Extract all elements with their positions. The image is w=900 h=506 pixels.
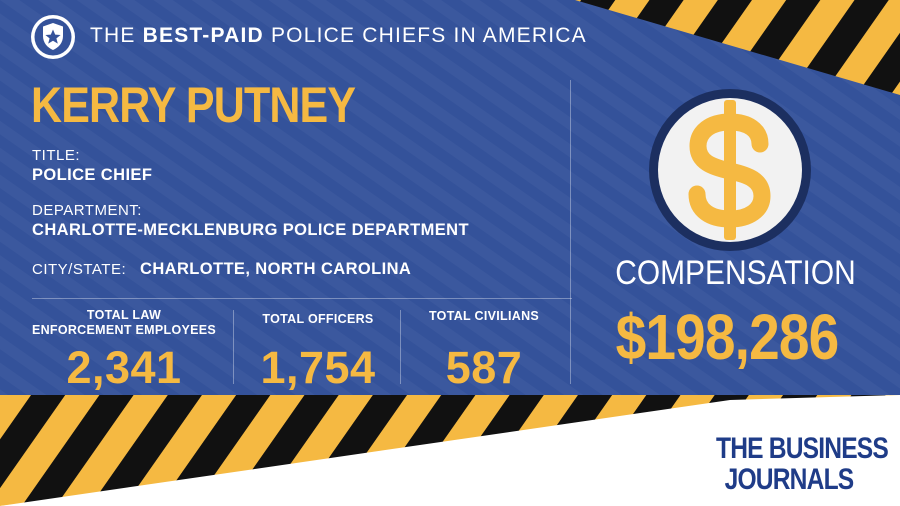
compensation-value: $198,286 — [615, 301, 840, 373]
stat-divider-1 — [233, 310, 234, 384]
city-value: CHARLOTTE, NORTH CAROLINA — [140, 260, 412, 278]
business-journals-logo: THE BUSINESS JOURNALS — [716, 432, 889, 496]
title-label: TITLE: — [32, 147, 81, 164]
city-label: CITY/STATE: — [32, 261, 127, 278]
police-badge-icon — [31, 15, 75, 59]
stat-label-civilians: TOTAL CIVILIANS — [428, 309, 540, 323]
department-label: DEPARTMENT: — [32, 202, 142, 219]
stat-label-officers: TOTAL OFFICERS — [262, 312, 374, 326]
stats-divider — [32, 298, 572, 299]
title-value: POLICE CHIEF — [32, 166, 153, 184]
stat-value-officers: 1,754 — [260, 342, 376, 393]
compensation-label: COMPENSATION — [615, 254, 856, 292]
chief-name: KERRY PUTNEY — [31, 77, 356, 133]
stat-divider-2 — [400, 310, 401, 384]
stat-value-employees: 2,341 — [66, 342, 182, 393]
header-title: THE BEST-PAID POLICE CHIEFS IN AMERICA — [90, 24, 587, 48]
header-suffix: POLICE CHIEFS IN AMERICA — [270, 24, 587, 47]
white-footer — [0, 395, 900, 506]
stat-value-civilians: 587 — [445, 342, 523, 393]
header-prefix: THE — [90, 24, 136, 47]
stat-label-employees: TOTAL LAW ENFORCEMENT EMPLOYEES — [31, 308, 217, 337]
dollar-sign-icon — [649, 89, 811, 251]
header-bold: BEST-PAID — [142, 24, 264, 47]
panel-divider — [570, 80, 571, 384]
department-value: CHARLOTTE-MECKLENBURG POLICE DEPARTMENT — [32, 221, 469, 239]
